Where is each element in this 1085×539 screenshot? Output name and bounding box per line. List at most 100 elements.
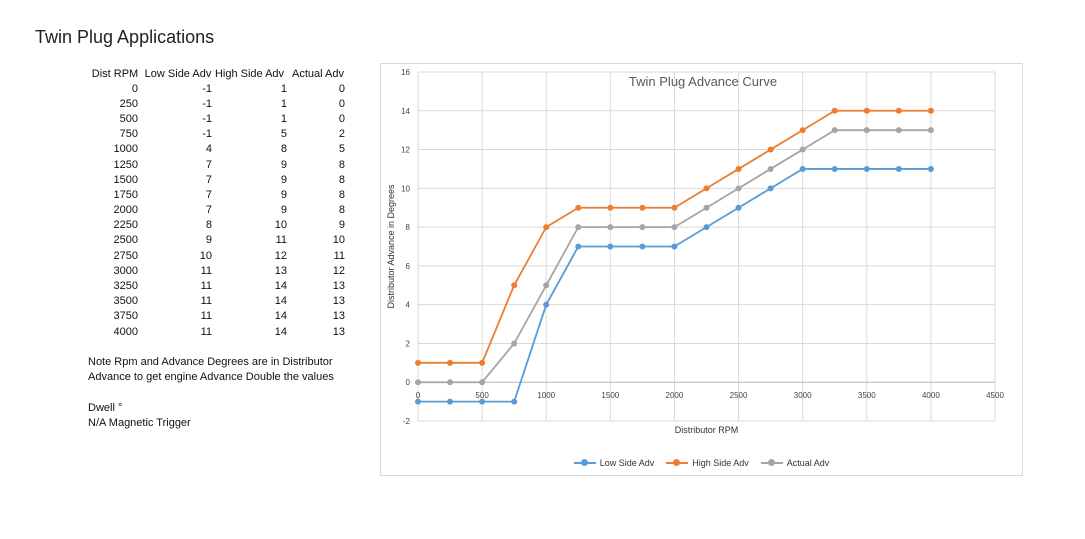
table-cell: 1 [280, 97, 287, 110]
x-tick-label: 2500 [730, 391, 748, 400]
x-tick-label: 3000 [794, 391, 812, 400]
chart-title: Twin Plug Advance Curve [629, 74, 777, 89]
table-cell: 0 [338, 97, 345, 110]
table-row: 1750 7 9 8 [86, 187, 349, 202]
data-point [895, 165, 902, 172]
data-point [703, 185, 710, 192]
table-cell: 7 [205, 188, 212, 201]
chart-legend: Low Side Adv High Side Adv Actual Adv [381, 456, 1022, 468]
table-row: 750 -1 5 2 [86, 127, 349, 142]
table-cell: 2500 [113, 234, 138, 247]
table-cell: 1750 [113, 188, 138, 201]
table-row: 500 -1 1 0 [86, 111, 349, 126]
data-point [671, 204, 678, 211]
y-tick-label: 8 [406, 223, 411, 232]
data-point [479, 398, 486, 405]
table-cell: 1 [280, 112, 287, 125]
y-tick-label: 0 [406, 378, 411, 387]
data-point [863, 127, 870, 134]
data-point [863, 165, 870, 172]
table-row: 3750 11 14 13 [86, 309, 349, 324]
data-point [447, 398, 454, 405]
table-cell: 14 [274, 325, 287, 338]
table-cell: 11 [275, 234, 287, 247]
dwell-label: Dwell ° [88, 402, 123, 414]
table-cell: 14 [274, 295, 287, 308]
y-tick-label: -2 [403, 417, 411, 426]
table-cell: 7 [205, 173, 212, 186]
notes-block: Note Rpm and Advance Degrees are in Dist… [88, 355, 334, 431]
x-tick-label: 1000 [537, 391, 555, 400]
table-cell: 1500 [113, 173, 138, 186]
y-tick-label: 12 [401, 146, 410, 155]
table-cell: 3250 [113, 280, 138, 293]
table-cell: 13 [332, 310, 345, 323]
table-cell: -1 [202, 128, 212, 141]
table-cell: 250 [119, 97, 138, 110]
table-header-cell: Low Side Adv [144, 67, 212, 80]
table-cell: 8 [338, 173, 345, 186]
table-cell: 9 [205, 234, 212, 247]
data-point [799, 127, 806, 134]
table-cell: 7 [205, 158, 212, 171]
table-cell: 5 [338, 143, 345, 156]
table-cell: 0 [338, 82, 345, 95]
data-point [927, 107, 934, 114]
table-cell: 3000 [113, 264, 138, 277]
table-cell: -1 [202, 112, 212, 125]
table-cell: 8 [205, 219, 212, 232]
table-cell: 8 [338, 188, 345, 201]
data-point [575, 243, 582, 250]
data-point [511, 340, 518, 347]
table-cell: 750 [119, 128, 138, 141]
advance-curve-chart: -2 0 2 4 6 8 10 12 14 16 0 500 1000 1500 2000 2500 3000 3… [386, 68, 1004, 435]
table-row: 250 -1 1 0 [86, 96, 349, 111]
data-point [767, 165, 774, 172]
table-cell: 3500 [113, 295, 138, 308]
legend-label: Actual Adv [786, 458, 830, 468]
table-cell: 13 [332, 325, 345, 338]
table-row: 2500 9 11 10 [86, 233, 349, 248]
data-point [735, 204, 742, 211]
x-tick-label: 4000 [922, 391, 940, 400]
data-point [895, 127, 902, 134]
table-row: 3250 11 14 13 [86, 278, 349, 293]
data-point [767, 146, 774, 153]
table-cell: 4000 [113, 325, 138, 338]
table-cell: 14 [274, 310, 287, 323]
data-point [735, 165, 742, 172]
data-point [703, 224, 710, 231]
table-cell: 14 [274, 280, 287, 293]
x-tick-label: 2000 [666, 391, 684, 400]
table-cell: 8 [338, 158, 345, 171]
data-point [415, 398, 421, 405]
table-cell: 10 [274, 219, 287, 232]
data-point [575, 224, 582, 231]
y-tick-label: 4 [406, 301, 411, 310]
note-line-2: Advance to get engine Advance Double the… [88, 371, 334, 383]
data-point [575, 204, 582, 211]
table-cell: 0 [131, 82, 138, 95]
x-axis-label: Distributor RPM [675, 425, 739, 435]
page-title: Twin Plug Applications [35, 27, 215, 47]
table-cell: 1 [280, 82, 287, 95]
legend-item: Actual Adv [760, 458, 830, 468]
table-cell: 11 [333, 249, 345, 262]
table-row: 1000 4 8 5 [86, 142, 349, 157]
data-point [607, 224, 614, 231]
x-tick-label: 1500 [601, 391, 619, 400]
legend-swatch-icon [666, 459, 689, 466]
advance-table: Dist RPM Low Side Adv High Side Adv Actual … [86, 66, 349, 339]
table-cell: 9 [280, 188, 287, 201]
data-point [479, 359, 486, 366]
data-point [895, 107, 902, 114]
data-point [799, 165, 806, 172]
data-point [511, 398, 518, 405]
data-point [415, 379, 421, 386]
table-cell: -1 [202, 97, 212, 110]
table-cell: 9 [338, 219, 345, 232]
table-cell: 11 [200, 280, 212, 293]
table-cell: 2 [338, 128, 345, 141]
x-tick-label: 3500 [858, 391, 876, 400]
table-row: 2250 8 10 9 [86, 218, 349, 233]
